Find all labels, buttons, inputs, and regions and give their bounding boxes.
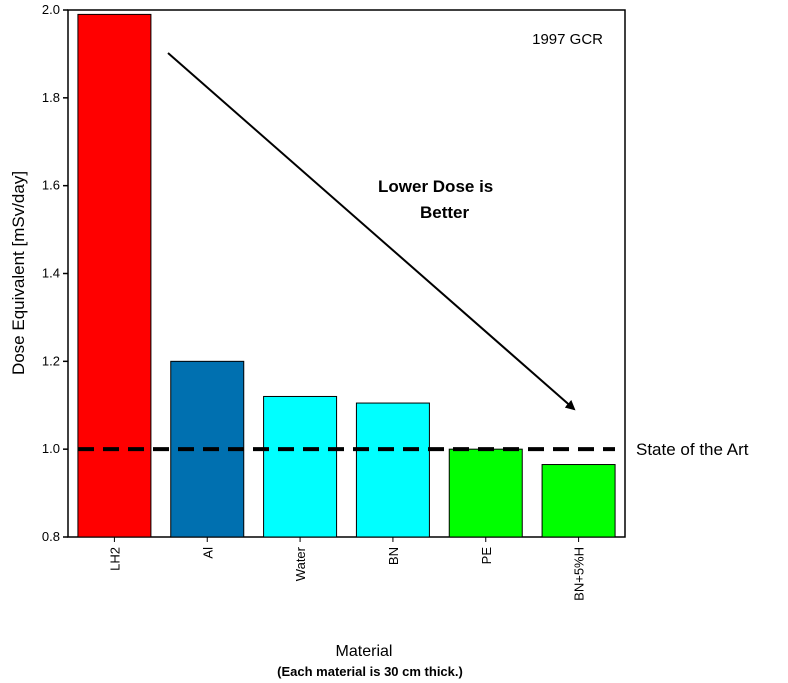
- x-axis: LH2 Al Water BN PE BN+5%H: [107, 537, 587, 601]
- reference-line-label: State of the Art: [636, 440, 749, 459]
- bar-series: [77, 13, 616, 538]
- x-axis-note: (Each material is 30 cm thick.): [277, 664, 463, 679]
- y-axis-label: Dose Equivalent [mSv/day]: [9, 171, 28, 375]
- y-tick-label: 1.4: [42, 266, 60, 281]
- bar-water: [263, 395, 338, 538]
- inset-label: 1997 GCR: [532, 31, 603, 48]
- x-tick-label: Al: [200, 547, 215, 559]
- x-tick-label: PE: [479, 547, 494, 565]
- y-tick-label: 1.6: [42, 178, 60, 193]
- bar-bn: [355, 402, 430, 538]
- bar-bn-5-h: [541, 464, 616, 538]
- bar-lh2: [77, 13, 152, 538]
- x-tick-label: Water: [293, 546, 308, 581]
- y-tick-label: 1.8: [42, 90, 60, 105]
- y-tick-label: 2.0: [42, 2, 60, 17]
- x-tick-label: BN+5%H: [572, 547, 587, 601]
- bar-pe: [448, 448, 523, 538]
- x-tick-label: BN: [386, 547, 401, 565]
- x-tick-label: LH2: [107, 547, 122, 571]
- trend-arrow: [167, 52, 576, 411]
- x-axis-label: Material: [336, 643, 393, 660]
- y-tick-label: 0.8: [42, 529, 60, 544]
- annotation-line-2: Better: [420, 203, 470, 222]
- y-tick-label: 1.0: [42, 441, 60, 456]
- plot-frame: [67, 9, 626, 538]
- annotation-line-1: Lower Dose is: [378, 177, 493, 196]
- y-tick-label: 1.2: [42, 353, 60, 368]
- y-axis: 0.8 1.0 1.2 1.4 1.6 1.8 2.0: [42, 2, 68, 544]
